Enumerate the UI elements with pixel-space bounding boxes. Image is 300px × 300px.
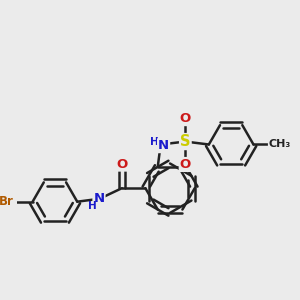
Text: N: N xyxy=(93,192,105,205)
Text: S: S xyxy=(180,134,190,149)
Text: N: N xyxy=(158,139,169,152)
Text: H: H xyxy=(150,136,159,147)
Text: CH₃: CH₃ xyxy=(269,140,291,149)
Text: O: O xyxy=(116,158,128,171)
Text: Br: Br xyxy=(0,195,14,208)
Text: O: O xyxy=(180,158,191,171)
Text: H: H xyxy=(88,201,97,211)
Text: O: O xyxy=(180,112,191,125)
